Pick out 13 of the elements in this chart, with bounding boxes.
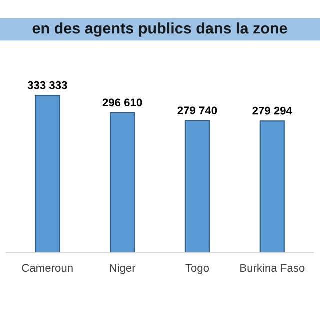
- bar: [184, 120, 210, 253]
- data-label: 279 740: [178, 106, 218, 115]
- bar: [110, 112, 136, 253]
- data-label: 333 333: [28, 81, 68, 90]
- x-tick-label: Burkina Faso: [240, 264, 305, 272]
- bar: [35, 95, 60, 253]
- x-tick-label: Niger: [110, 264, 136, 274]
- data-label: 279 294: [252, 106, 292, 115]
- x-tick-label: Togo: [186, 264, 210, 274]
- data-label: 296 610: [102, 98, 142, 107]
- chart-title: en des agents publics dans la zone: [32, 22, 288, 37]
- x-tick-label: Cameroun: [22, 264, 73, 272]
- bar: [260, 120, 285, 253]
